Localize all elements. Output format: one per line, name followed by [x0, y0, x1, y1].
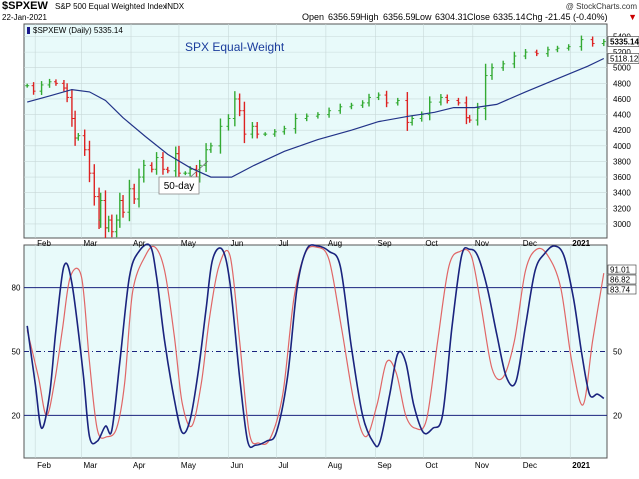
osc-y-tick-right: 20: [613, 411, 622, 420]
close-value: 6335.14: [493, 12, 526, 22]
legend: $SPXEW (Daily) 5335.14: [27, 26, 123, 35]
osc-value-label-box: [607, 284, 637, 295]
price-y-tick: 3600: [613, 173, 631, 182]
osc-y-tick-right: 50: [613, 348, 622, 357]
osc-value-label-box: [607, 274, 637, 285]
osc-x-tick: Nov: [475, 461, 489, 470]
low-label: Low: [415, 12, 432, 22]
price-x-tick: Jun: [230, 239, 243, 248]
ma-line-group: [27, 57, 605, 178]
osc-value-label: 91.01: [610, 266, 631, 275]
price-x-tick: May: [181, 239, 196, 248]
price-x-tick: Feb: [37, 239, 51, 248]
low-value: 6304.31: [435, 12, 468, 22]
price-value-label: 5335.14: [610, 38, 639, 47]
price-x-tick: 2021: [572, 239, 590, 248]
osc-x-tick: Apr: [133, 461, 146, 470]
osc-y-tick-left: 80: [12, 284, 21, 293]
price-value-labels: 5335.14 5118.12: [607, 36, 639, 64]
price-x-tick: Sep: [377, 239, 392, 248]
price-bars: [25, 35, 606, 238]
oscillator-x-tick-labels: Feb Mar Apr May Jun Jul Aug Sep Oct Nov Dec 2021: [37, 461, 590, 470]
price-x-tick-labels: Feb Mar Apr May Jun Jul Aug Sep Oct Nov Dec 2021: [37, 239, 590, 248]
price-y-tick: 3200: [613, 204, 631, 213]
description-label: S&P 500 Equal Weighted Index: [55, 2, 167, 11]
oscillator-lines: [26, 243, 605, 449]
ma-50-day-line: [27, 57, 605, 178]
price-x-tick: Aug: [328, 239, 342, 248]
price-y-tick: 4400: [613, 111, 631, 120]
osc-x-tick: May: [181, 461, 196, 470]
price-y-tick: 3400: [613, 189, 631, 198]
high-label: High: [360, 12, 379, 22]
osc-x-tick: Jul: [278, 461, 288, 470]
osc-value-label-box: [607, 264, 637, 275]
price-value-label-box: [607, 36, 639, 47]
open-value: 6356.59: [328, 12, 361, 22]
price-panel: 3000 3200 3400 3600 3800 4000 4200 4400 4600 4800…: [23, 23, 639, 239]
stoch-k-line: [26, 243, 605, 449]
osc-x-tick: Sep: [377, 461, 392, 470]
exchange-label: INDX: [165, 2, 185, 11]
price-x-tick: Apr: [133, 239, 146, 248]
price-x-tick: Jul: [278, 239, 288, 248]
osc-y-tick-left: 50: [12, 348, 21, 357]
date-label: 22-Jan-2021: [2, 13, 47, 22]
osc-value-label: 86.82: [610, 276, 631, 285]
price-y-tick: 4800: [613, 79, 631, 88]
stoch-d-line: [26, 245, 605, 446]
osc-y-tick-left: 20: [12, 411, 21, 420]
chg-label: Chg: [526, 12, 543, 22]
price-y-tick: 5000: [613, 64, 631, 73]
close-label: Close: [467, 12, 490, 22]
high-value: 6356.59: [383, 12, 416, 22]
price-y-tick: 3000: [613, 220, 631, 229]
legend-swatch-ma: [27, 27, 30, 34]
price-panel-background: [23, 23, 608, 239]
price-y-tick: 5200: [613, 48, 631, 57]
osc-x-tick: Mar: [84, 461, 98, 470]
annotation-box: [158, 176, 200, 195]
price-value-label-box: [607, 53, 639, 64]
osc-x-tick: Feb: [37, 461, 51, 470]
price-x-tick: Mar: [84, 239, 98, 248]
osc-value-label: 83.74: [610, 286, 631, 295]
price-value-label: 5118.12: [610, 55, 639, 64]
price-y-tick: 4200: [613, 126, 631, 135]
osc-x-tick: Jun: [230, 461, 243, 470]
annotation-50-day: 50-day: [158, 160, 209, 195]
open-label: Open: [302, 12, 324, 22]
price-x-tick: Nov: [475, 239, 489, 248]
chg-value: -21.45 (-0.40%): [545, 12, 608, 22]
osc-x-tick: 2021: [572, 461, 590, 470]
watermark-label: @ StockCharts.com: [566, 2, 638, 11]
osc-x-tick: Aug: [328, 461, 342, 470]
price-x-tick: Oct: [425, 239, 438, 248]
price-y-tick: 3800: [613, 157, 631, 166]
osc-x-tick: Dec: [523, 461, 537, 470]
price-y-tick: 4600: [613, 95, 631, 104]
price-y-tick: 4000: [613, 142, 631, 151]
chg-down-arrow-icon: ▼: [628, 12, 637, 22]
chart-title: SPX Equal-Weight: [185, 40, 285, 54]
annotation-label: 50-day: [164, 181, 195, 192]
price-x-tick: Dec: [523, 239, 537, 248]
legend-label: $SPXEW (Daily) 5335.14: [33, 26, 123, 35]
osc-x-tick: Oct: [425, 461, 438, 470]
price-gridlines: [24, 24, 607, 238]
symbol-label: $SPXEW: [2, 0, 48, 12]
